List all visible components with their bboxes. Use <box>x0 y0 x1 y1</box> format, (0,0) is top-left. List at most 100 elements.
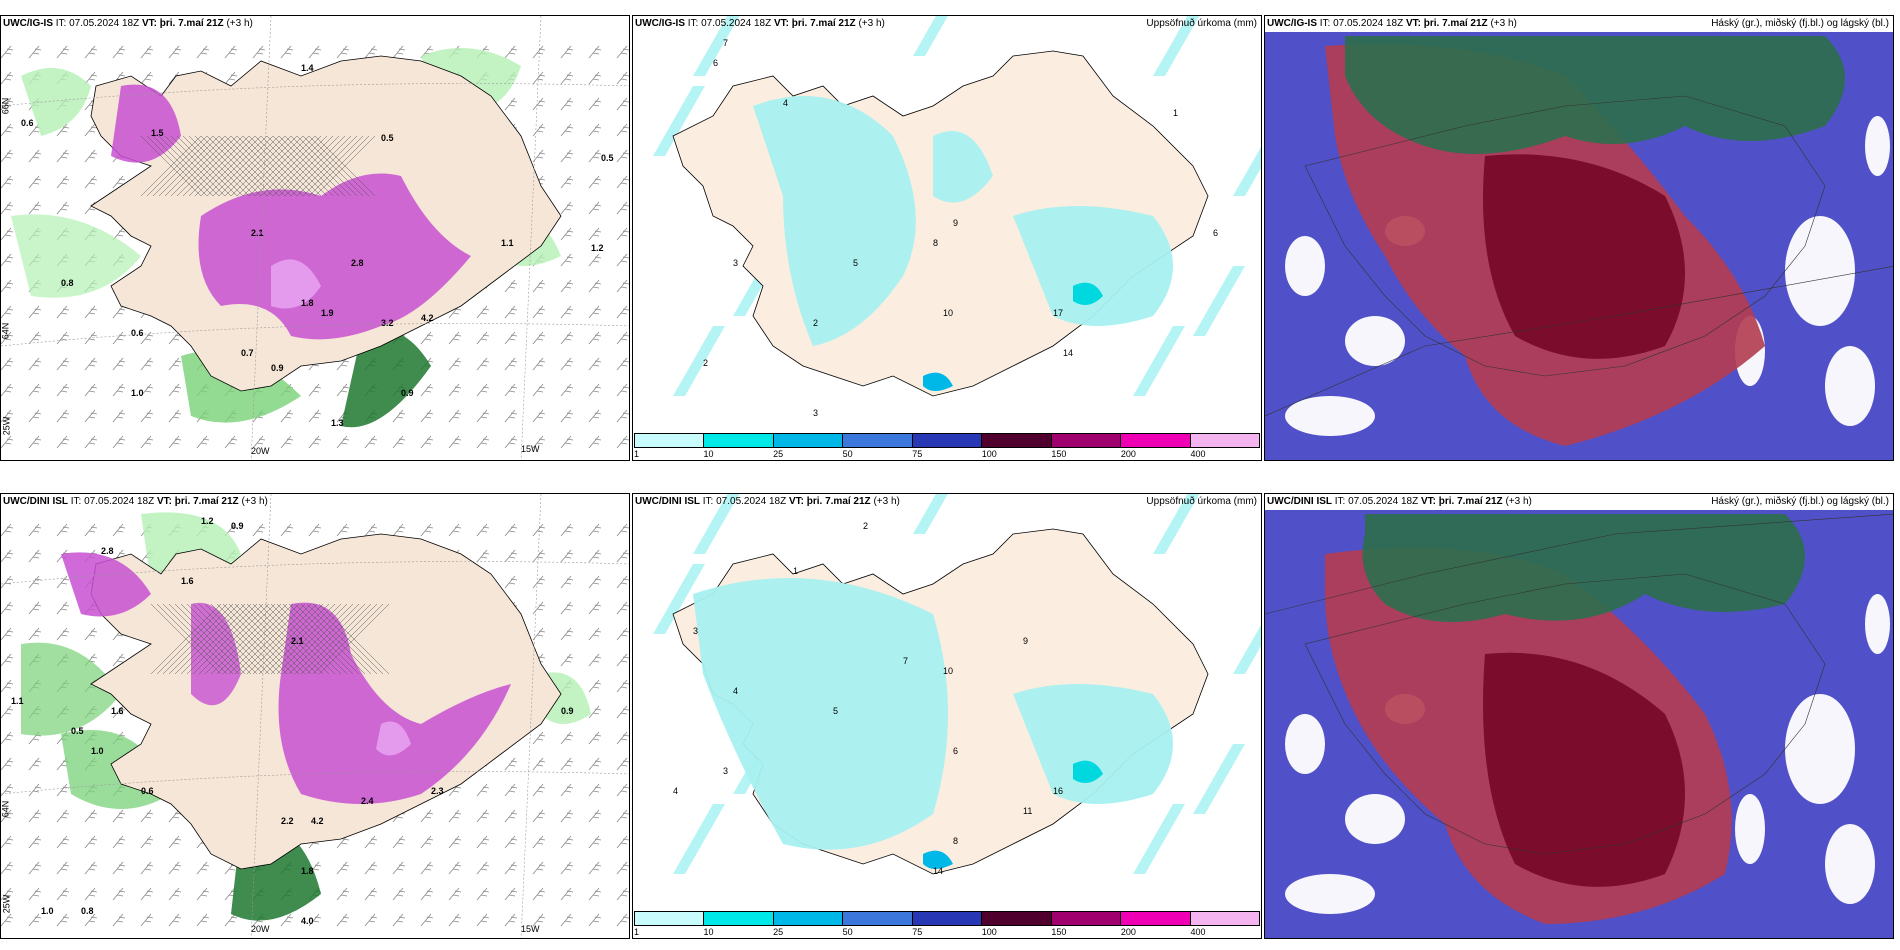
value-label: 0.6 <box>141 786 154 796</box>
precip-colorbar: 1 10 25 50 75 100 150 200 400 <box>634 911 1260 937</box>
colorbar-label: 25 <box>773 927 784 937</box>
value-label: 4 <box>783 98 788 108</box>
value-label: 0.8 <box>61 278 74 288</box>
colorbar-label: 25 <box>773 449 784 459</box>
value-label: 2 <box>703 358 708 368</box>
value-label: 0.5 <box>381 133 394 143</box>
value-label: 1.0 <box>41 906 54 916</box>
value-label: 1.1 <box>501 238 514 248</box>
hatched-terrain <box>140 135 376 197</box>
mid-cloud-red <box>1325 547 1732 924</box>
panel-header: UWC/IG-IS IT: 07.05.2024 18Z VT: þri. 7.… <box>1267 18 1889 29</box>
colorbar-label: 50 <box>842 449 853 459</box>
colorbar-label: 100 <box>981 927 997 937</box>
accum-precip-map: 2 3 4 5 6 7 8 10 11 16 14 3 4 1 9 <box>633 494 1261 938</box>
lon-label-20w: 20W <box>251 924 270 934</box>
value-label: 5 <box>853 258 858 268</box>
colorbar-swatch <box>982 912 1052 925</box>
value-label: 9 <box>1023 636 1028 646</box>
colorbar-label: 200 <box>1120 927 1136 937</box>
panel-header: UWC/IG-IS IT: 07.05.2024 18Z VT: þri. 7.… <box>3 18 253 29</box>
value-label: 1.9 <box>321 308 334 318</box>
lat-label-64n: 64N <box>0 322 11 340</box>
panel-accum-precip-dini: UWC/DINI ISL IT: 07.05.2024 18Z VT: þri.… <box>632 493 1262 939</box>
colorbar-swatch <box>1121 912 1191 925</box>
high-cloud-green <box>1345 36 1845 154</box>
lon-label-15w: 15W <box>521 444 540 454</box>
colorbar-swatch <box>635 912 705 925</box>
value-label: 7 <box>903 656 908 666</box>
colorbar-label: 75 <box>912 927 923 937</box>
value-label: 3 <box>723 766 728 776</box>
value-label: 3 <box>733 258 738 268</box>
colorbar-swatch <box>843 434 913 447</box>
heavy-precip-shading <box>61 552 511 804</box>
value-label: 10 <box>943 666 953 676</box>
value-label: 2.8 <box>351 258 364 268</box>
colorbar-label: 50 <box>842 927 853 937</box>
value-label: 17 <box>1053 308 1063 318</box>
cloud-cover-map <box>1265 16 1893 460</box>
lat-label-66n: 66N <box>0 97 11 115</box>
value-label: 2 <box>813 318 818 328</box>
value-label: 7 <box>723 38 728 48</box>
value-label: 4.2 <box>311 816 324 826</box>
colorbar-label: 200 <box>1120 449 1136 459</box>
colorbar-swatch <box>704 434 774 447</box>
colorbar-swatch <box>773 434 844 447</box>
value-label: 0.9 <box>561 706 574 716</box>
value-label: 6 <box>1213 228 1218 238</box>
value-label: 3 <box>813 408 818 418</box>
accum-precip-areas <box>693 578 1173 869</box>
colorbar-label: 1 <box>634 449 640 459</box>
value-label: 1.2 <box>201 516 214 526</box>
value-label: 4 <box>733 686 738 696</box>
value-label: 3.2 <box>381 318 394 328</box>
value-label: 1.8 <box>301 866 314 876</box>
colorbar-swatch <box>1051 434 1122 447</box>
colorbar-swatch <box>773 912 844 925</box>
value-label: 1.6 <box>111 706 124 716</box>
wind-precip-map: 0.6 0.5 1.4 0.5 1.5 2.1 2.8 3.2 4.2 1.0 0.9 1.1 1.2 0… <box>1 16 629 460</box>
value-label: 0.5 <box>601 153 614 163</box>
value-label: 14 <box>1063 348 1073 358</box>
colorbar-label: 10 <box>703 927 714 937</box>
value-label: 0.6 <box>21 118 34 128</box>
lon-label-20w: 20W <box>251 446 270 456</box>
value-label: 16 <box>1053 786 1063 796</box>
accum-precip-areas <box>753 96 1173 391</box>
panel-cloud-cover-dini: UWC/DINI ISL IT: 07.05.2024 18Z VT: þri.… <box>1264 493 1894 939</box>
colorbar-swatch <box>843 912 913 925</box>
colorbar-label: 75 <box>912 449 923 459</box>
colorbar-label: 150 <box>1051 449 1067 459</box>
lat-label-64n: 64N <box>0 800 11 818</box>
panel-cloud-cover-ig: UWC/IG-IS IT: 07.05.2024 18Z VT: þri. 7.… <box>1264 15 1894 461</box>
value-label: 6 <box>953 746 958 756</box>
value-label: 2.8 <box>101 546 114 556</box>
value-label: 0.9 <box>271 363 284 373</box>
value-label: 1.0 <box>91 746 104 756</box>
colorbar-label: 1 <box>634 927 640 937</box>
precip-colorbar: 1 10 25 50 75 100 150 200 400 <box>634 433 1260 459</box>
colorbar-label: 150 <box>1051 927 1067 937</box>
value-label: 2.3 <box>431 786 444 796</box>
lon-label-25w: 25W <box>1 894 12 914</box>
value-label: 1 <box>793 566 798 576</box>
colorbar-swatch <box>1121 434 1191 447</box>
colorbar-swatch <box>912 434 983 447</box>
value-label: 2.4 <box>361 796 374 806</box>
colorbar-swatch <box>635 434 705 447</box>
value-label: 0.9 <box>231 521 244 531</box>
value-label: 2.1 <box>291 636 304 646</box>
value-label: 2 <box>863 521 868 531</box>
hatched-terrain <box>150 603 390 675</box>
value-label: 4.2 <box>421 313 434 323</box>
value-label: 0.5 <box>71 726 84 736</box>
panel-accum-precip-ig: UWC/IG-IS IT: 07.05.2024 18Z VT: þri. 7.… <box>632 15 1262 461</box>
value-label: 0.7 <box>241 348 254 358</box>
colorbar-swatch <box>1190 434 1259 447</box>
panel-header: UWC/DINI ISL IT: 07.05.2024 18Z VT: þri.… <box>635 496 1257 507</box>
value-label: 14 <box>933 866 943 876</box>
colorbar-swatch <box>982 434 1052 447</box>
lon-label-25w: 25W <box>1 416 12 436</box>
